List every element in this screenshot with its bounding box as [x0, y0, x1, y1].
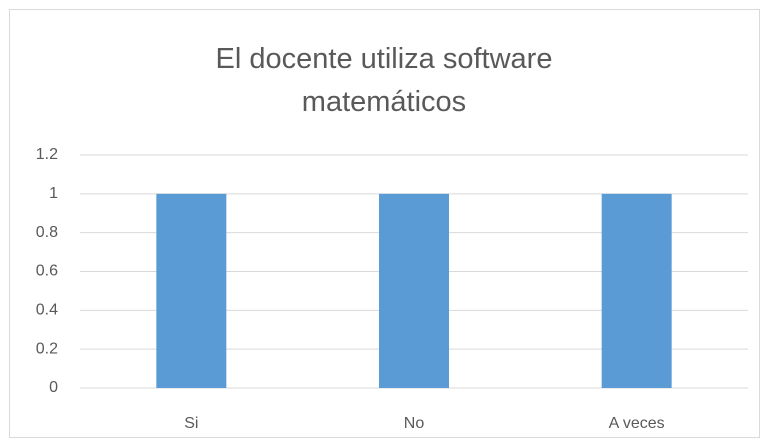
y-tick-label: 0.6	[36, 263, 58, 280]
y-tick-label: 0.2	[36, 340, 58, 357]
x-tick-label: A veces	[609, 415, 665, 432]
y-tick-label: 0.8	[36, 224, 58, 241]
x-tick-label: Si	[184, 415, 198, 432]
bar	[601, 193, 672, 388]
y-tick-label: 0.4	[36, 302, 58, 319]
bar	[156, 193, 227, 388]
y-tick-label: 1	[49, 185, 58, 202]
y-tick-label: 1.2	[36, 146, 58, 163]
chart-title: El docente utiliza software matemáticos	[215, 43, 553, 118]
bar	[379, 193, 449, 388]
y-tick-label: 0	[49, 379, 58, 396]
x-tick-label: No	[404, 415, 425, 432]
